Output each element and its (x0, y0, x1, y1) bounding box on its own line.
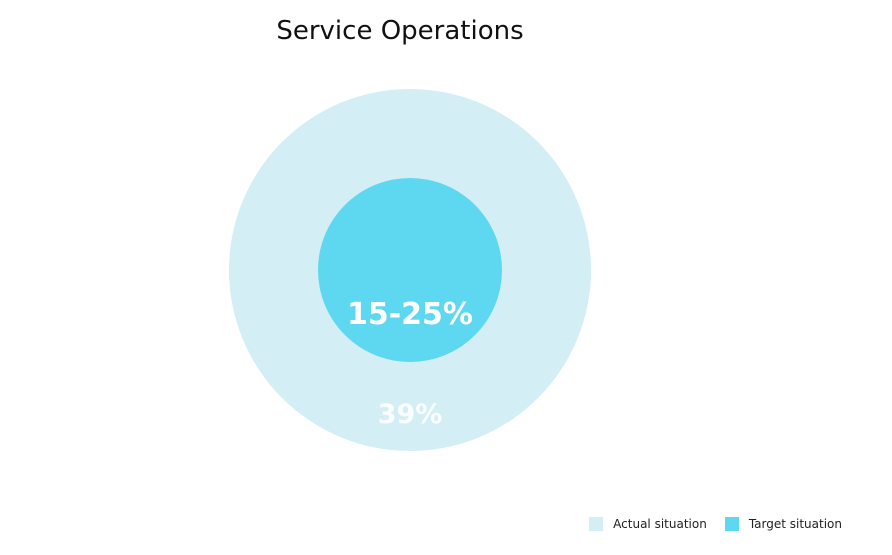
legend-item-target: Target situation (724, 517, 842, 531)
chart-title: Service Operations (276, 16, 524, 46)
target-situation-label: 15-25% (347, 297, 473, 332)
legend-item-actual: Actual situation (589, 517, 707, 531)
legend-swatch-target (724, 517, 739, 531)
legend-swatch-actual (589, 517, 604, 531)
legend-label-target: Target situation (748, 517, 842, 531)
target-situation-bubble (318, 178, 502, 362)
chart-legend: Actual situation Target situation (589, 517, 842, 531)
legend-label-actual: Actual situation (613, 517, 707, 531)
actual-situation-label: 39% (378, 399, 443, 430)
